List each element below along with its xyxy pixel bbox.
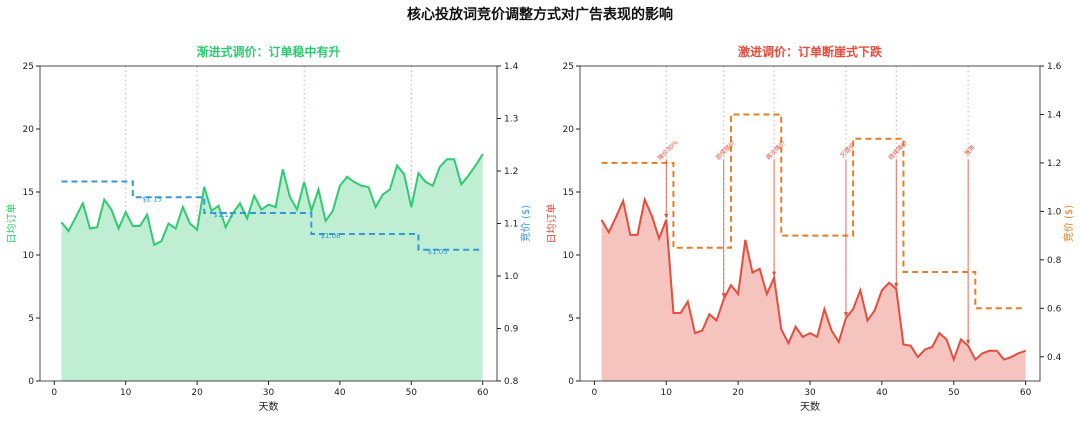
orders-area <box>61 154 483 381</box>
y2-tick-label: 1.1 <box>504 220 518 230</box>
y2-axis-label: 竞价 ($) <box>1062 205 1075 242</box>
y-tick-label: 5 <box>568 314 574 324</box>
event-label: 降价30% <box>656 138 680 162</box>
y2-tick-label: 1.2 <box>1047 159 1061 169</box>
y2-tick-label: 0.8 <box>504 377 519 387</box>
y-axis-label: 日均订单 <box>546 204 558 244</box>
x-tick-label: 20 <box>191 388 203 398</box>
y2-tick-label: 1.0 <box>1047 207 1062 217</box>
y-tick-label: 20 <box>23 125 35 135</box>
y-tick-label: 10 <box>563 251 575 261</box>
y-tick-label: 25 <box>23 62 34 72</box>
y-tick-label: 10 <box>23 251 35 261</box>
event-label: 再次降价 <box>764 139 787 162</box>
event-arrowhead <box>721 293 726 299</box>
x-axis-label: 天数 <box>259 400 279 413</box>
event-label: 恐慌提价 <box>714 139 737 162</box>
price-label: $1.05 <box>428 248 448 256</box>
x-tick-label: 60 <box>477 388 489 398</box>
x-tick-label: 50 <box>406 388 418 398</box>
y2-tick-label: 0.4 <box>1047 353 1062 363</box>
panel-title: 渐进式调价：订单稳中有升 <box>196 44 340 59</box>
y-tick-label: 25 <box>563 62 574 72</box>
y-tick-label: 20 <box>563 125 575 135</box>
y-tick-label: 15 <box>563 188 574 198</box>
price-label: $1.08 <box>320 232 340 240</box>
right-panel: 降价30% 恐慌提价 再次降价 又提价 继续降价 放弃0 10 20 30 40 50 6005101… <box>546 44 1075 413</box>
y2-tick-label: 1.4 <box>1047 110 1062 120</box>
price-step-line <box>601 113 1026 310</box>
event-arrowhead <box>894 283 899 289</box>
y-tick-label: 15 <box>23 188 34 198</box>
y2-tick-label: 1.3 <box>504 115 518 125</box>
x-tick-label: 30 <box>804 388 816 398</box>
event-label: 继续降价 <box>887 139 910 162</box>
orders-line <box>600 196 1026 363</box>
event-arrowhead <box>843 312 848 317</box>
left-panel: $1.15 $1.12 $1.08 $1.05 0 10 20 30 40 50 60 0 5 10 15 2… <box>6 44 532 413</box>
y-axis-label: 日均订单 <box>6 204 18 244</box>
price-label: $1.12 <box>213 211 233 219</box>
event-arrowhead <box>772 271 777 277</box>
y2-tick-label: 1.6 <box>1047 62 1062 72</box>
y-tick-label: 0 <box>28 377 34 387</box>
y2-tick-label: 0.6 <box>1047 304 1062 314</box>
orders-area <box>601 199 1026 381</box>
price-label: $1.15 <box>142 195 162 203</box>
panel-title: 激进调价：订单断崖式下跌 <box>738 44 883 59</box>
x-tick-label: 30 <box>263 388 275 398</box>
x-tick-label: 10 <box>661 388 673 398</box>
y-tick-label: 0 <box>568 377 574 387</box>
x-tick-label: 60 <box>1020 388 1032 398</box>
x-tick-label: 10 <box>120 388 132 398</box>
x-tick-label: 20 <box>732 388 744 398</box>
y2-tick-label: 1.0 <box>504 272 519 282</box>
x-tick-label: 40 <box>876 388 888 398</box>
suptitle: 核心投放词竞价调整方式对广告表现的影响 <box>407 6 673 23</box>
y2-tick-label: 0.9 <box>504 325 519 335</box>
y2-tick-label: 0.8 <box>1047 256 1062 266</box>
x-axis-label: 天数 <box>800 400 820 413</box>
x-tick-label: 40 <box>334 388 346 398</box>
y2-tick-label: 1.2 <box>504 167 518 177</box>
event-label: 放弃 <box>963 143 977 157</box>
x-tick-label: 50 <box>948 388 960 398</box>
x-tick-label: 0 <box>592 388 598 398</box>
y2-tick-label: 1.4 <box>504 62 519 72</box>
event-arrowhead <box>664 213 669 219</box>
y2-axis-label: 竞价 ($) <box>519 205 532 242</box>
orders-line <box>60 153 484 247</box>
x-tick-label: 0 <box>51 388 57 398</box>
event-arrowhead <box>966 339 971 345</box>
y-tick-label: 5 <box>28 314 34 324</box>
